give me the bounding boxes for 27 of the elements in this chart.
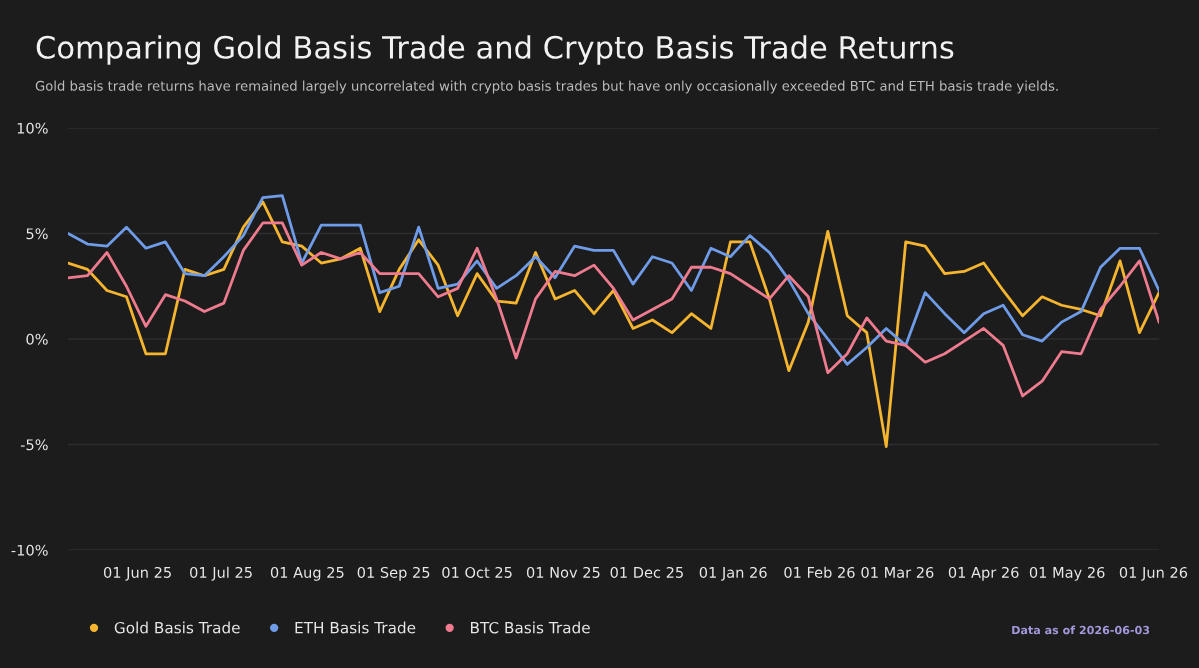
y-tick-label: 10% <box>17 122 48 134</box>
line-series <box>68 221 1159 398</box>
x-tick-label: 01 Dec 25 <box>610 566 683 578</box>
y-tick-label: -10% <box>11 544 48 556</box>
legend-label: Gold Basis Trade <box>114 621 240 634</box>
y-tick-label: -5% <box>20 439 48 451</box>
text: Data as of 2026-06-03 <box>1012 625 1150 635</box>
x-tick-label: 01 Oct 25 <box>442 566 512 578</box>
line-series <box>68 194 1159 366</box>
legend-label: ETH Basis Trade <box>295 621 416 634</box>
x-tick-label: 01 Jun 26 <box>1119 566 1188 581</box>
x-tick-label: 01 Sep 25 <box>357 566 430 581</box>
x-tick-label: 01 Jan 26 <box>699 566 767 581</box>
y-tick-label: 5% <box>26 228 48 240</box>
x-tick-label: 01 Nov 25 <box>526 566 600 578</box>
x-tick-label: 01 Feb 26 <box>784 566 855 578</box>
x-tick-label: 01 Aug 25 <box>270 566 344 581</box>
y-tick-label: 0% <box>26 333 48 345</box>
legend-label: BTC Basis Trade <box>471 621 590 634</box>
line-series <box>68 200 1159 448</box>
x-tick-label: 01 Jun 25 <box>103 566 171 581</box>
chart-subtitle: Gold basis trade returns have remained largely uncorrelated with crypto basis trades but have only occasionally exceeded BTC and ETH basis trade yields. <box>35 80 1058 94</box>
x-tick-label: 01 May 26 <box>1029 566 1105 581</box>
x-tick-label: 01 Apr 26 <box>948 566 1019 581</box>
x-tick-label: 01 Jul 25 <box>190 566 252 581</box>
x-tick-label: 01 Mar 26 <box>861 566 934 578</box>
chart-title: Comparing Gold Basis Trade and Crypto Basis Trade Returns <box>36 35 954 65</box>
